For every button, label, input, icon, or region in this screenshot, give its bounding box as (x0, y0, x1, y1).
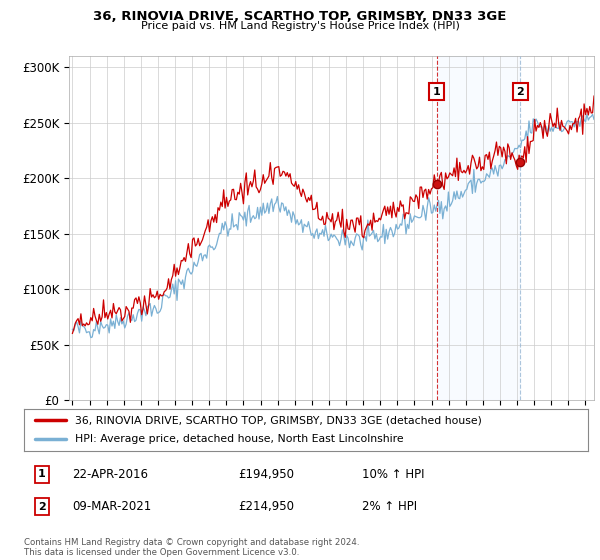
Bar (437, 56, 520, 400)
Text: 09-MAR-2021: 09-MAR-2021 (72, 500, 151, 514)
Text: Price paid vs. HM Land Registry's House Price Index (HPI): Price paid vs. HM Land Registry's House … (140, 21, 460, 31)
Text: 36, RINOVIA DRIVE, SCARTHO TOP, GRIMSBY, DN33 3GE: 36, RINOVIA DRIVE, SCARTHO TOP, GRIMSBY,… (94, 10, 506, 23)
Text: 22-APR-2016: 22-APR-2016 (72, 468, 148, 481)
Text: 10% ↑ HPI: 10% ↑ HPI (362, 468, 425, 481)
Text: £214,950: £214,950 (238, 500, 295, 514)
Text: 1: 1 (38, 469, 46, 479)
Text: HPI: Average price, detached house, North East Lincolnshire: HPI: Average price, detached house, Nort… (75, 435, 403, 445)
Text: 2% ↑ HPI: 2% ↑ HPI (362, 500, 418, 514)
Text: 2: 2 (38, 502, 46, 512)
Text: 36, RINOVIA DRIVE, SCARTHO TOP, GRIMSBY, DN33 3GE (detached house): 36, RINOVIA DRIVE, SCARTHO TOP, GRIMSBY,… (75, 415, 482, 425)
Text: £194,950: £194,950 (238, 468, 295, 481)
Text: 2: 2 (517, 87, 524, 96)
Text: 1: 1 (433, 87, 440, 96)
Text: Contains HM Land Registry data © Crown copyright and database right 2024.
This d: Contains HM Land Registry data © Crown c… (24, 538, 359, 557)
